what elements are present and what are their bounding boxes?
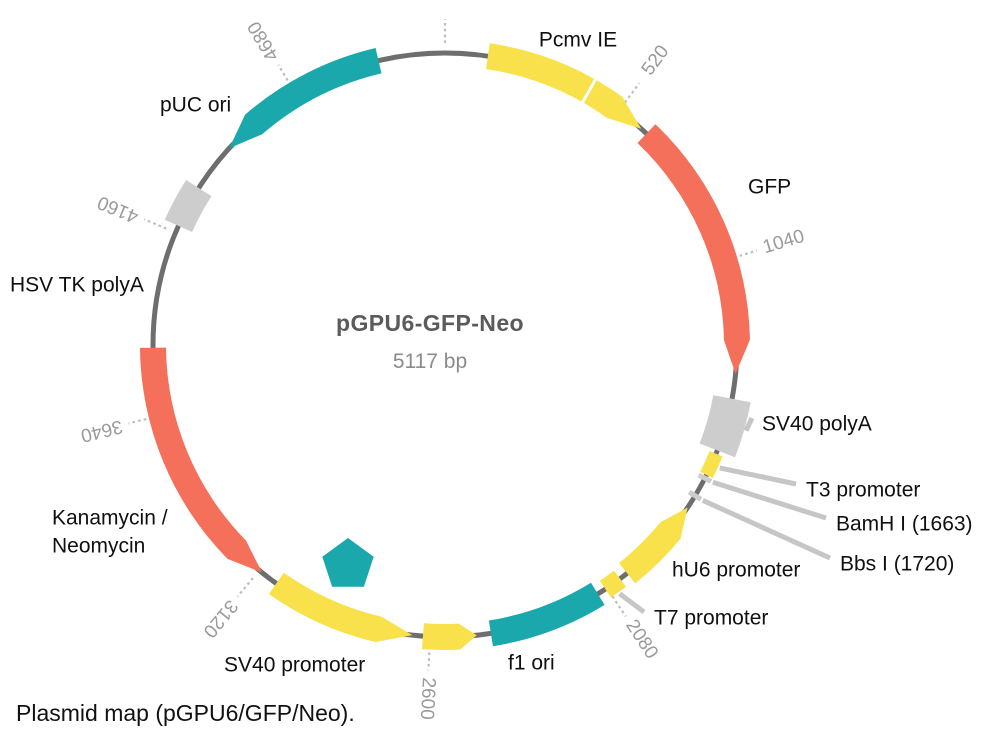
tick-label-3120: 3120 [199, 595, 242, 641]
plasmid-feature-label-layer: Pcmv IE GFP SV40 polyA T3 promoter BamH I (1… [10, 29, 973, 677]
feature-label-hsv-tk-polya: HSV TK polyA [10, 274, 144, 297]
figure-caption: Plasmid map (pGPU6/GFP/Neo). [16, 700, 355, 726]
feature-split-line [581, 78, 597, 104]
leader-line-t3-promoter [719, 465, 797, 487]
plasmid-feature-layer [140, 43, 751, 650]
feature-t3-promoter [700, 451, 723, 479]
feature-label-t3-promoter: T3 promoter [806, 479, 920, 502]
position-tick-520 [624, 82, 641, 104]
feature-label-hu6-promoter: hU6 promoter [672, 559, 800, 582]
tick-label-1040: 1040 [760, 226, 807, 258]
feature-label-f1-ori: f1 ori [508, 652, 555, 675]
feature-unnamed-feature [322, 538, 374, 587]
position-tick-1040 [733, 249, 758, 259]
plasmid-center-layer: pGPU6-GFP-Neo 5117 bp [336, 310, 524, 373]
feature-sv40-promoter-main [268, 572, 413, 643]
position-tick-2600 [427, 646, 431, 671]
leader-line-sv40-polya [743, 416, 755, 432]
feature-t7-promoter [599, 570, 627, 598]
feature-label-bamh-i-1663-: BamH I (1663) [836, 513, 973, 536]
plasmid-length: 5117 bp [393, 350, 467, 373]
feature-puc-ori [229, 48, 382, 149]
tick-label-2600: 2600 [416, 677, 439, 720]
feature-label-pcmv-ie: Pcmv IE [539, 29, 617, 52]
feature-pcmv-ie [485, 43, 642, 129]
feature-bamh-i-1663- [697, 472, 713, 484]
plasmid-tick-layer [128, 19, 758, 671]
feature-label-puc-ori: pUC ori [160, 94, 231, 117]
tick-label-520: 520 [638, 41, 674, 79]
feature-label-t7-promoter: T7 promoter [654, 607, 768, 630]
feature-kanamycin-neomycin [140, 347, 263, 573]
feature-sv40-polya [699, 395, 751, 458]
tick-label-4160: 4160 [95, 191, 142, 227]
plasmid-name: pGPU6-GFP-Neo [336, 310, 524, 336]
tick-label-4680: 4680 [244, 17, 284, 64]
position-tick-3640 [128, 416, 153, 425]
feature-label-sv40-polya: SV40 polyA [762, 413, 872, 436]
position-tick-3120 [236, 577, 254, 598]
leader-line-bbs-i-1720- [701, 498, 832, 561]
position-tick-2080 [611, 595, 627, 617]
feature-hu6-promoter [619, 507, 688, 584]
feature-bbs-i-1720- [687, 490, 703, 502]
feature-label-sv40-promoter: SV40 promoter [224, 654, 365, 677]
feature-label-bbs-i-1720-: Bbs I (1720) [840, 553, 954, 576]
feature-label-kanamycin-neomycin: Kanamycin / [52, 507, 168, 530]
leader-line-bamh-i-1663- [712, 479, 827, 521]
position-tick-4680 [277, 64, 292, 87]
feature-hsv-tk-polya [164, 179, 212, 232]
feature-f1-ori [488, 582, 605, 647]
feature-label-kanamycin-neomycin-line2: Neomycin [52, 535, 145, 558]
leader-line-t7-promoter [618, 591, 646, 615]
feature-sv40-promoter [421, 623, 477, 650]
tick-label-3640: 3640 [78, 415, 124, 446]
plasmid-leader-layer [618, 416, 832, 615]
feature-label-gfp: GFP [748, 176, 791, 199]
feature-gfp [637, 124, 750, 374]
position-tick-4160 [143, 218, 167, 230]
